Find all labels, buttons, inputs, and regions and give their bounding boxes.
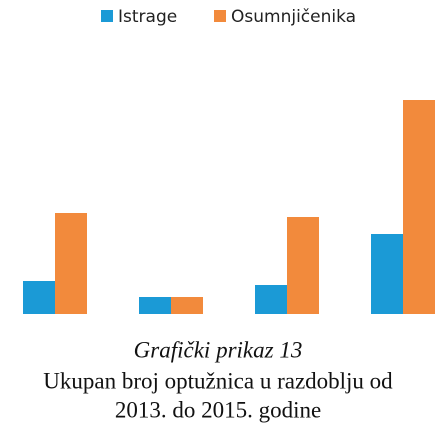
legend-label: Osumnjičenika	[231, 7, 356, 27]
bar	[139, 297, 171, 314]
bar	[371, 234, 403, 314]
bar	[171, 297, 203, 314]
chart-caption: Grafički prikaz 13	[134, 337, 303, 362]
bar	[403, 100, 435, 314]
legend-swatch	[214, 10, 226, 22]
bar	[255, 285, 287, 314]
chart-title: Ukupan broj optužnica u razdoblju od	[43, 368, 393, 393]
bar	[23, 281, 55, 314]
legend-label: Istrage	[118, 7, 177, 27]
chart-title: 2013. do 2015. godine	[115, 397, 321, 422]
bar	[55, 213, 87, 314]
legend-swatch	[101, 10, 113, 22]
bar	[287, 217, 319, 314]
